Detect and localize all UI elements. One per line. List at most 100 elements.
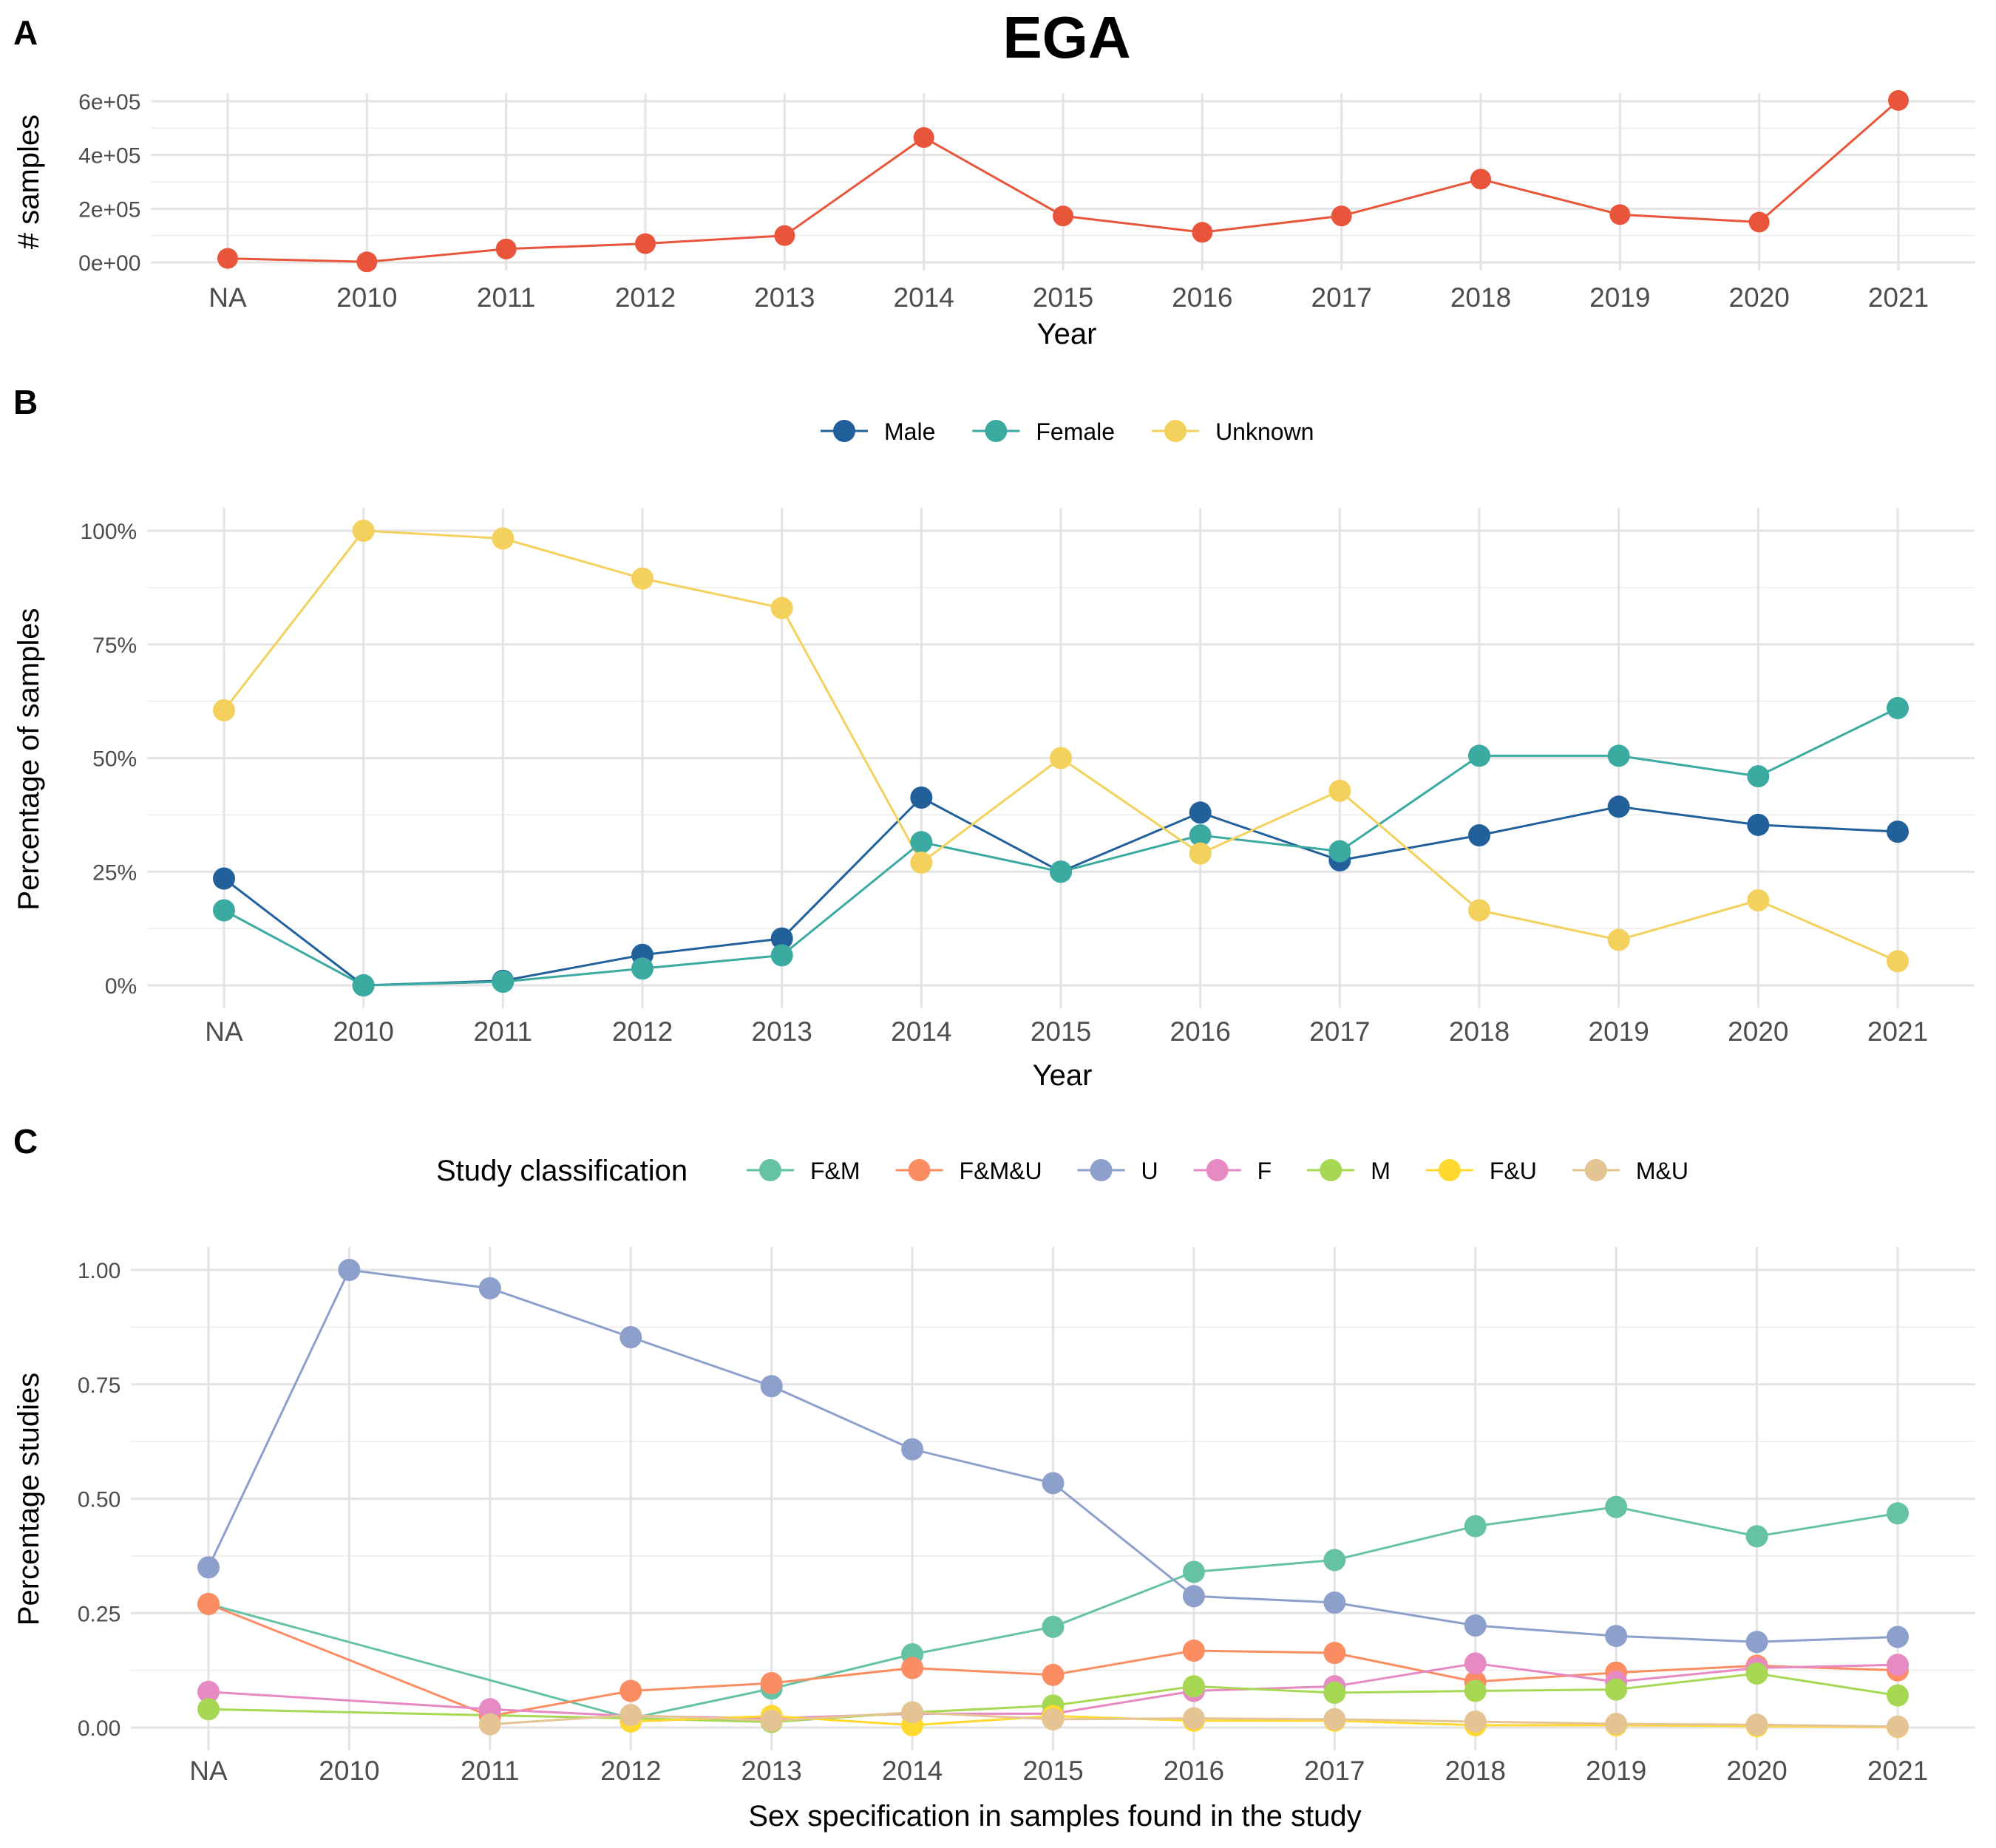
panel-b-data-point (1607, 928, 1630, 951)
panel-c-legend-label: F&M&U (960, 1158, 1042, 1184)
panel-c-legend-swatch-point (1320, 1159, 1342, 1181)
panel-b-legend-swatch-point (833, 420, 855, 442)
panel-c-x-tick-label: 2018 (1445, 1756, 1506, 1786)
panel-a-x-tick-label: 2019 (1589, 282, 1650, 313)
panel-c-legend-label: F&U (1490, 1158, 1537, 1184)
panel-a-y-axis-title: # samples (13, 115, 45, 249)
panel-c-y-tick-label: 0.00 (78, 1716, 120, 1741)
panel-c-data-point (1605, 1625, 1628, 1648)
panel-c-data-point (1042, 1472, 1065, 1495)
panel-c-x-tick-label: 2016 (1164, 1756, 1224, 1786)
panel-c-data-point (1464, 1515, 1487, 1538)
panel-b-data-point (1050, 860, 1072, 883)
panel-b-data-point (1747, 765, 1770, 788)
panel-b-x-tick-label: 2020 (1728, 1016, 1788, 1047)
panel-b-legend-swatch-point (985, 420, 1008, 442)
panel-letter-c: C (13, 1122, 38, 1161)
panel-c-data-point (1745, 1525, 1768, 1548)
panel-c-data-point (197, 1592, 220, 1615)
panel-c-data-point (1887, 1626, 1909, 1648)
panel-c-data-point (760, 1375, 783, 1398)
panel-c-data-point (1182, 1640, 1205, 1662)
panel-b-y-tick-label: 100% (80, 520, 137, 544)
panel-c-x-tick-label: 2021 (1867, 1756, 1928, 1786)
panel-c-data-point (1182, 1707, 1205, 1730)
panel-a-x-axis-title: Year (1037, 318, 1097, 350)
panel-b-x-tick-label: 2014 (891, 1016, 951, 1047)
panel-c-data-point (760, 1709, 783, 1732)
panel-c-legend-swatch-point (759, 1159, 781, 1181)
panel-a-x-tick-label: 2011 (477, 282, 536, 313)
panel-b-points-unknown (213, 520, 1909, 973)
panel-a-x-tick-label: 2020 (1729, 282, 1790, 313)
panel-c-legend-label: U (1141, 1158, 1158, 1184)
panel-c-x-tick-label: 2015 (1022, 1756, 1083, 1786)
panel-b-x-tick-label: 2021 (1867, 1016, 1928, 1047)
panel-c-points-u (197, 1259, 1909, 1654)
panel-a-x-tick-label: 2012 (615, 282, 676, 313)
panel-c-data-point (1464, 1710, 1487, 1733)
panel-a-x-tick-label: 2014 (894, 282, 954, 313)
panel-c-y-tick-label: 0.25 (78, 1602, 120, 1626)
panel-c-series-f-and-u (631, 1715, 1898, 1728)
panel-a-data-point (1331, 205, 1352, 227)
panel-c-series-line-f-and-u (631, 1715, 1898, 1728)
panel-c-x-tick-label: 2012 (600, 1756, 661, 1786)
panel-c-x-tick-label: NA (189, 1756, 228, 1786)
panel-c-x-tick-label: 2020 (1726, 1756, 1787, 1786)
panel-a-y-tick-label: 4e+05 (78, 144, 140, 169)
panel-b-x-tick-label: 2013 (752, 1016, 812, 1047)
panel-c-data-point (760, 1671, 783, 1694)
panel-b-y-axis-title: Percentage of samples (13, 608, 45, 910)
panel-c-data-point (1605, 1495, 1628, 1518)
panel-b-data-point (1887, 821, 1909, 843)
panel-c-data-point (197, 1556, 220, 1579)
panel-b-y-tick-label: 50% (92, 747, 137, 772)
panel-a-points-samples (217, 89, 1909, 273)
panel-c-legend-swatch-point (1438, 1159, 1461, 1181)
panel-c-data-point (1042, 1615, 1065, 1638)
panel-c-legend-swatch-point (1206, 1159, 1229, 1181)
panel-c-legend-label: M (1371, 1158, 1391, 1184)
panel-b-x-tick-label: 2016 (1170, 1016, 1231, 1047)
panel-c-chart: 0.00 0.25 0.50 0.75 1.00 NA 2010 2011 2012 2013 20… (13, 1155, 1975, 1832)
panel-c-x-tick-label: 2010 (319, 1756, 379, 1786)
panel-a-x-tick-label: 2010 (336, 282, 397, 313)
panel-c-legend-label: F (1257, 1158, 1272, 1184)
panel-a-data-point (635, 233, 656, 254)
panel-b-legend-label: Unknown (1215, 418, 1314, 445)
panel-b-x-axis-title: Year (1033, 1059, 1093, 1092)
panel-c-legend-title: Study classification (436, 1155, 688, 1187)
panel-b-data-point (1468, 824, 1490, 847)
panel-b-x-tick-label: 2010 (333, 1016, 394, 1047)
panel-b-data-point (1747, 813, 1770, 836)
panel-b-y-tick-label: 0% (105, 974, 137, 999)
panel-c-x-tick-label: 2017 (1304, 1756, 1365, 1786)
panel-b-x-tick-label: 2012 (612, 1016, 673, 1047)
panel-b-legend-swatch-point (1164, 420, 1187, 442)
panel-c-data-point (338, 1259, 361, 1281)
panel-c-data-point (1464, 1652, 1487, 1675)
panel-b-x-tick-label: NA (205, 1016, 243, 1047)
panel-letter-b: B (13, 383, 38, 421)
panel-c-data-point (901, 1701, 924, 1724)
panel-c-data-point (901, 1438, 924, 1461)
panel-b-data-point (1607, 744, 1630, 767)
panel-b-legend: Male Female Unknown (821, 418, 1314, 445)
panel-b-x-tick-label: 2019 (1589, 1016, 1649, 1047)
panel-b-data-point (213, 899, 235, 922)
panel-b-data-point (1887, 950, 1909, 973)
panel-b-legend-label: Male (884, 418, 935, 445)
panel-a-data-point (1748, 211, 1770, 233)
panel-b-data-point (770, 927, 793, 950)
panel-c-data-point (619, 1704, 642, 1727)
panel-b-data-point (492, 527, 515, 550)
panel-c-series-f-and-m-and-u (208, 1603, 1898, 1717)
panel-c-data-point (1887, 1502, 1909, 1525)
panel-c-points-m-and-u (478, 1701, 1909, 1738)
panel-c-data-point (901, 1657, 924, 1679)
panel-c-x-tick-label: 2019 (1586, 1756, 1646, 1786)
panel-b-data-point (1468, 899, 1490, 922)
panel-c-data-point (478, 1713, 501, 1736)
